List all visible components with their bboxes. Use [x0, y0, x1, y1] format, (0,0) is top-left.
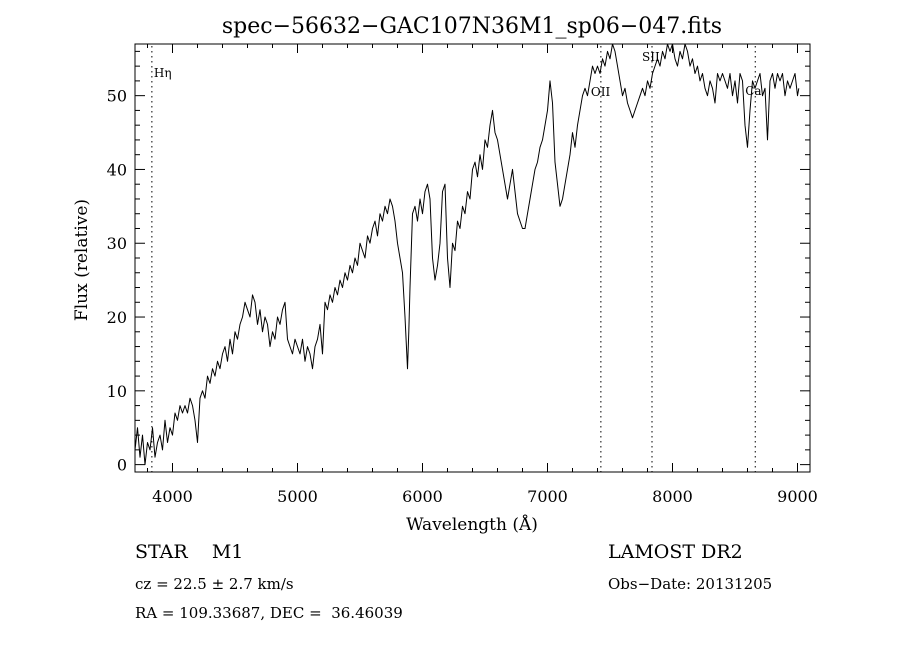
x-tick-label: 6000 [402, 487, 443, 506]
y-axis-label: Flux (relative) [72, 199, 92, 321]
spectral-line-markers: Hη OII SII Ca [151, 46, 762, 472]
marker-label: OII [591, 85, 611, 99]
y-tick-label: 10 [107, 382, 127, 401]
x-tick-label: 4000 [152, 487, 193, 506]
obs-date-label: Obs−Date: 20131205 [608, 575, 773, 593]
marker-label: Hη [154, 66, 172, 80]
y-tick-label: 20 [107, 308, 127, 327]
survey-label: LAMOST DR2 [608, 541, 743, 563]
chart-title: spec−56632−GAC107N36M1_sp06−047.fits [222, 14, 722, 39]
y-axis: 0 10 20 30 40 50 [107, 50, 810, 475]
y-tick-label: 0 [117, 456, 127, 475]
object-class-label: STAR M1 [135, 541, 244, 563]
y-tick-label: 30 [107, 234, 127, 253]
marker-label: SII [642, 50, 660, 64]
redshift-label: cz = 22.5 ± 2.7 km/s [135, 575, 294, 593]
x-axis-label: Wavelength (Å) [406, 514, 538, 535]
y-tick-label: 50 [107, 87, 127, 106]
plot-border [134, 43, 811, 473]
x-axis: 4000 5000 6000 7000 8000 9000 [147, 44, 818, 506]
x-tick-label: 8000 [652, 487, 693, 506]
spectrum-line [134, 43, 800, 466]
x-tick-label: 5000 [277, 487, 318, 506]
coordinates-label: RA = 109.33687, DEC = 36.46039 [135, 604, 403, 622]
y-tick-label: 40 [107, 160, 127, 179]
marker-label: Ca [745, 84, 761, 98]
x-tick-label: 9000 [777, 487, 818, 506]
x-tick-label: 7000 [527, 487, 568, 506]
plot-frame [134, 43, 811, 473]
series-layer [134, 43, 800, 466]
